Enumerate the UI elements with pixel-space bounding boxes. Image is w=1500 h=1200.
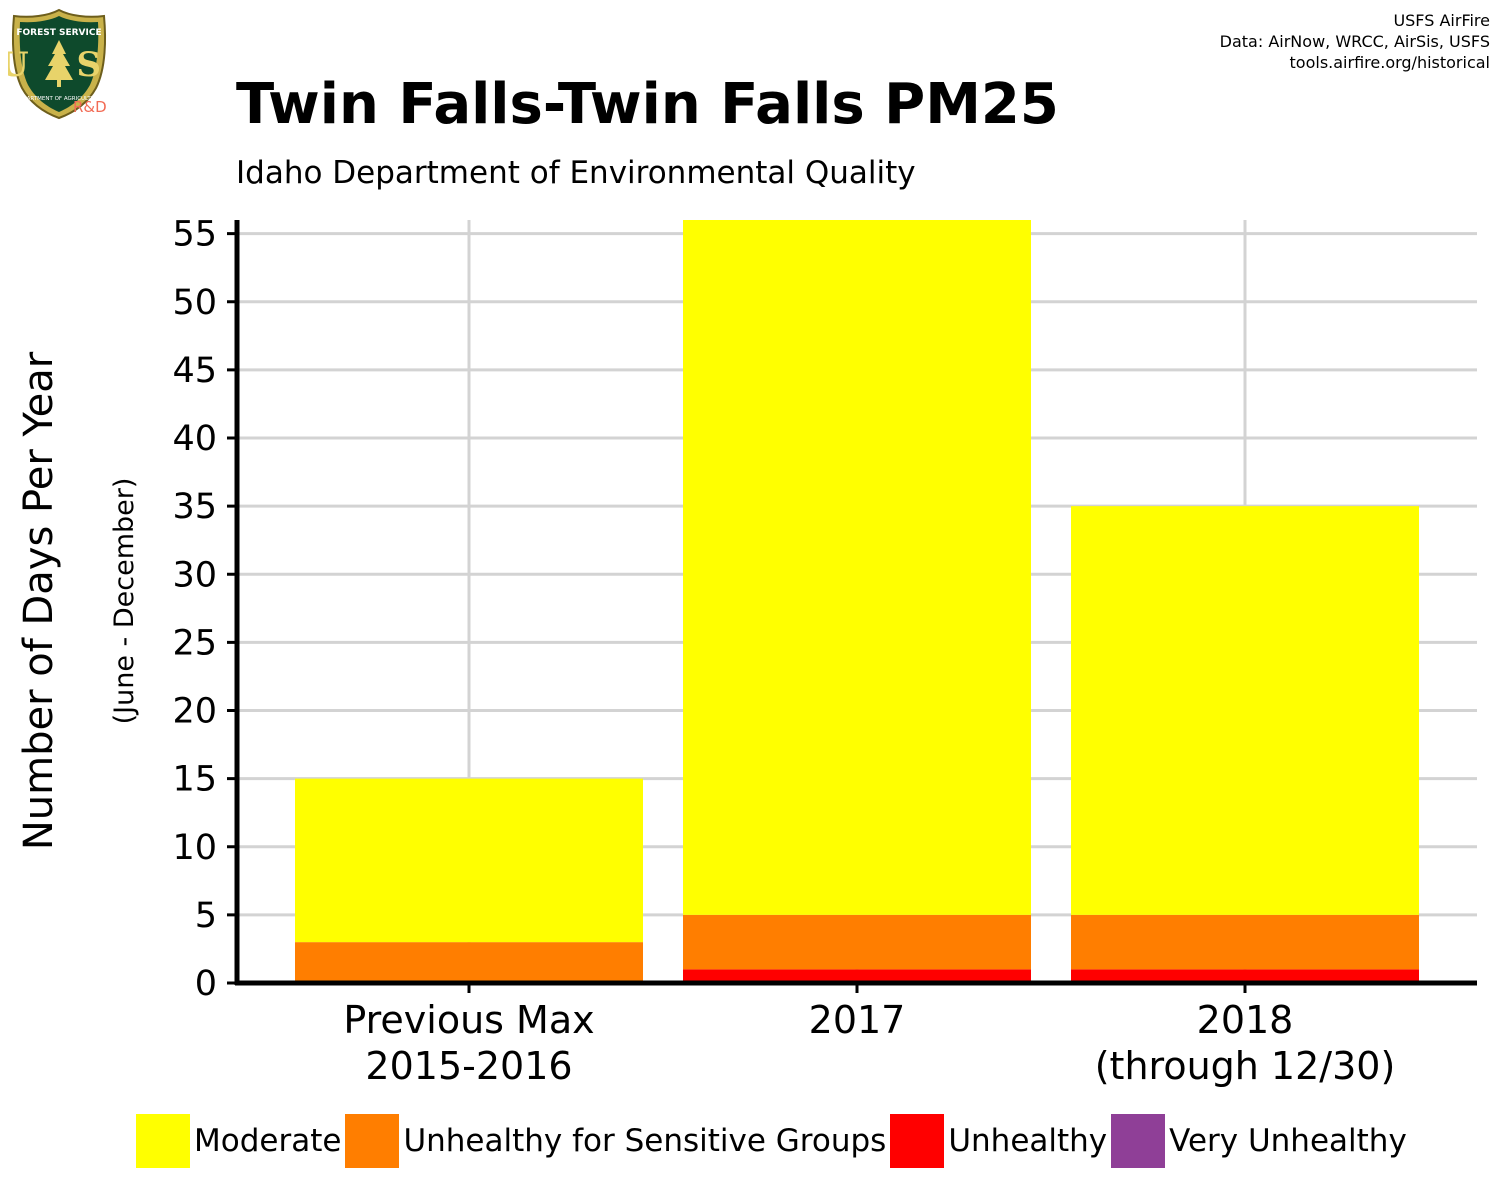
chart-legend: Moderate Unhealthy for Sensitive Groups Un… xyxy=(136,1114,1411,1168)
bar-segment-moderate xyxy=(683,220,1031,915)
usfs-logo: FOREST SERVICE U S DEPARTMENT OF AGRICUL… xyxy=(0,8,110,120)
y-tick-label: 30 xyxy=(172,555,217,595)
bar-segment-unhealthy-for-sensitive-groups xyxy=(1071,914,1419,970)
logo-rd-tag: R&D xyxy=(73,98,107,116)
tree-icon xyxy=(45,40,73,80)
y-tick-label: 35 xyxy=(172,487,217,527)
y-tick-label: 45 xyxy=(172,351,217,391)
data-credits: USFS AirFire Data: AirNow, WRCC, AirSis,… xyxy=(1220,10,1490,73)
y-tick-label: 5 xyxy=(195,896,217,936)
legend-swatch xyxy=(136,1114,190,1168)
y-tick-label: 20 xyxy=(172,692,217,732)
y-axis-title: Number of Days Per Year xyxy=(16,351,62,850)
x-tick-label: 2017 xyxy=(809,998,906,1042)
legend-label: Very Unhealthy xyxy=(1169,1123,1407,1159)
logo-arc-text: FOREST SERVICE xyxy=(16,28,101,38)
legend-label: Unhealthy xyxy=(948,1123,1108,1159)
legend-swatch xyxy=(1111,1114,1166,1168)
x-tick-label: 2015-2016 xyxy=(365,1044,572,1088)
bar-segment-unhealthy-for-sensitive-groups xyxy=(295,942,643,983)
y-axis-subtitle: (June - December) xyxy=(109,478,140,725)
bars-layer xyxy=(295,220,1419,983)
axes-layer xyxy=(227,220,1477,993)
shield-icon: FOREST SERVICE U S DEPARTMENT OF AGRICUL… xyxy=(0,8,107,120)
x-tick-label: 2018 xyxy=(1197,998,1294,1042)
chart-title: Twin Falls-Twin Falls PM25 xyxy=(236,72,1059,137)
legend-label: Moderate xyxy=(194,1123,342,1159)
x-tick-label: (through 12/30) xyxy=(1095,1044,1396,1088)
legend-item: Very Unhealthy xyxy=(1111,1114,1407,1168)
y-tick-label: 50 xyxy=(172,283,217,323)
bar-segment-unhealthy xyxy=(1071,969,1419,983)
x-tick-label: Previous Max xyxy=(343,998,594,1042)
credits-line-1: USFS AirFire xyxy=(1393,11,1490,30)
legend-item: Unhealthy xyxy=(890,1114,1107,1168)
legend-item: Moderate xyxy=(136,1114,341,1168)
bar-segment-moderate xyxy=(295,778,643,943)
y-tick-label: 25 xyxy=(172,623,217,663)
bar-segment-moderate xyxy=(1071,506,1419,915)
legend-swatch xyxy=(345,1114,400,1168)
legend-label: Unhealthy for Sensitive Groups xyxy=(403,1123,887,1159)
y-tick-label: 40 xyxy=(172,419,217,459)
legend-item: Unhealthy for Sensitive Groups xyxy=(345,1114,886,1168)
legend-swatch xyxy=(890,1114,945,1168)
y-tick-label: 15 xyxy=(172,760,217,800)
logo-bottom-text: DEPARTMENT OF AGRICULTURE xyxy=(16,96,103,102)
credits-line-2: Data: AirNow, WRCC, AirSis, USFS xyxy=(1219,32,1490,51)
chart-subtitle: Idaho Department of Environmental Qualit… xyxy=(236,155,916,191)
y-tick-label: 10 xyxy=(172,828,217,868)
bar-segment-unhealthy xyxy=(683,969,1031,983)
y-tick-label: 55 xyxy=(172,215,217,255)
y-tick-label: 0 xyxy=(195,964,217,1004)
credits-line-3: tools.airfire.org/historical xyxy=(1289,53,1490,72)
labels-layer: 0 5 10 15 20 25 30 35 40 45 50 55 Previous Max2015-2… xyxy=(16,215,1395,1088)
bar-segment-unhealthy-for-sensitive-groups xyxy=(683,914,1031,970)
